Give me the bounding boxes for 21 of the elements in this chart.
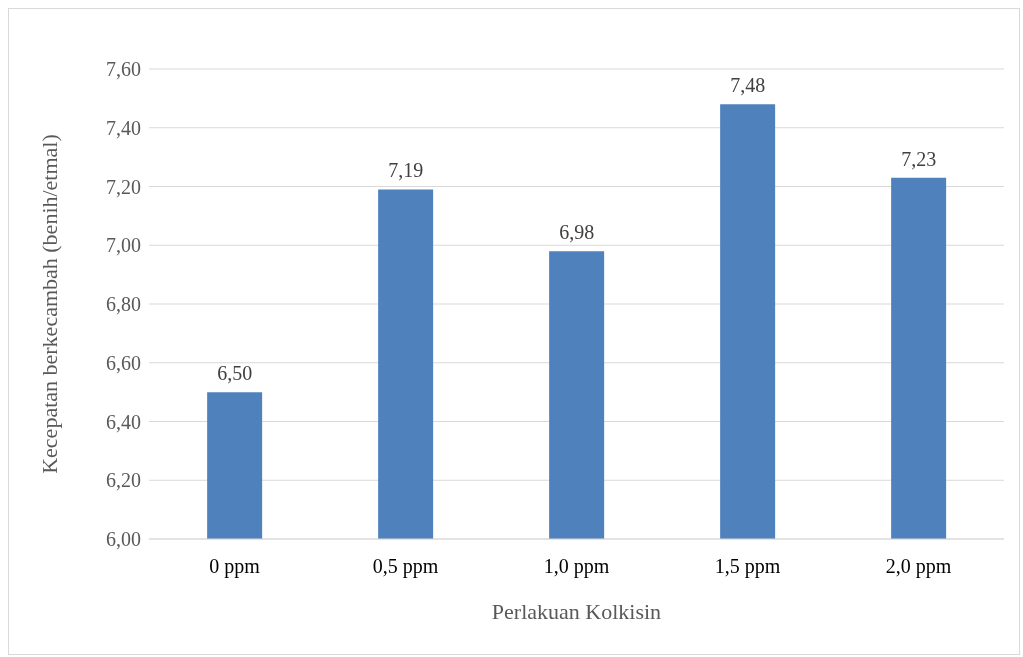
data-label: 7,48 bbox=[730, 74, 766, 97]
y-tick-label: 6,60 bbox=[106, 351, 141, 374]
data-label: 6,50 bbox=[217, 362, 253, 385]
y-tick-label: 6,20 bbox=[106, 469, 141, 492]
y-axis-title: Kecepatan berkecambah (benih/etmal) bbox=[36, 134, 62, 474]
x-tick-label: 0 ppm bbox=[209, 555, 261, 579]
y-tick-label: 7,00 bbox=[106, 234, 141, 257]
y-tick-label: 6,00 bbox=[106, 528, 141, 551]
y-tick-label: 6,80 bbox=[106, 293, 141, 316]
y-tick-label: 7,40 bbox=[106, 116, 141, 139]
y-tick-label: 7,60 bbox=[106, 58, 141, 81]
x-tick-label: 1,0 ppm bbox=[543, 555, 610, 579]
x-tick-label: 0,5 ppm bbox=[372, 555, 439, 579]
x-tick-label: 2,0 ppm bbox=[885, 555, 952, 579]
y-tick-label: 7,20 bbox=[106, 175, 141, 198]
y-tick-label: 6,40 bbox=[106, 410, 141, 433]
data-label: 7,23 bbox=[901, 147, 937, 170]
data-label: 6,98 bbox=[559, 221, 595, 244]
data-label: 7,19 bbox=[388, 159, 424, 182]
x-tick-label: 1,5 ppm bbox=[714, 555, 781, 579]
x-axis-title: Perlakuan Kolkisin bbox=[491, 599, 662, 624]
